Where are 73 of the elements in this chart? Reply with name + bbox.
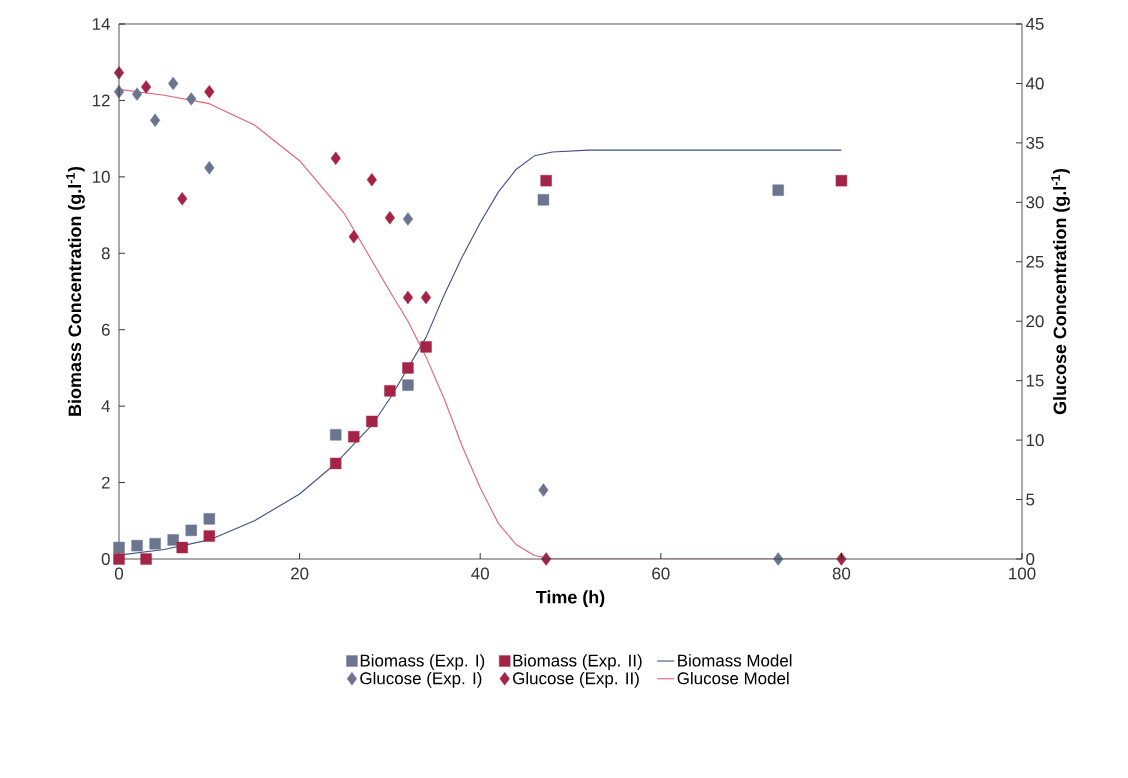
y2-tick-label: 40 bbox=[1025, 77, 1044, 90]
point bbox=[176, 541, 188, 554]
legend-label: Glucose (Exp. II) bbox=[513, 671, 639, 688]
point bbox=[402, 212, 414, 226]
point bbox=[149, 538, 161, 550]
legend-label: Glucose Model bbox=[677, 671, 789, 685]
y2-tick-label: 30 bbox=[1026, 196, 1044, 209]
point bbox=[773, 552, 784, 566]
point bbox=[185, 524, 197, 537]
point bbox=[384, 385, 396, 397]
y2-tick-label: 45 bbox=[1025, 18, 1044, 30]
point bbox=[132, 87, 143, 101]
y2-tick-label: 10 bbox=[1026, 434, 1044, 447]
y2-tick-label: 5 bbox=[1026, 493, 1035, 506]
y-tick-label: 2 bbox=[101, 476, 110, 489]
y2-tick-label: 25 bbox=[1026, 255, 1044, 268]
point bbox=[772, 184, 784, 196]
x-tick-label: 80 bbox=[832, 567, 851, 580]
x-tick-label: 60 bbox=[652, 567, 670, 580]
point bbox=[203, 513, 215, 525]
x-axis-title: Time (h) bbox=[536, 590, 605, 608]
point bbox=[167, 534, 179, 546]
y2-tick-label: 20 bbox=[1026, 315, 1044, 328]
point bbox=[541, 552, 552, 566]
y-tick-label: 14 bbox=[92, 18, 110, 30]
legend-label: Glucose (Exp. I) bbox=[360, 671, 482, 688]
y2-tick-label: 15 bbox=[1026, 374, 1044, 387]
point bbox=[420, 290, 432, 305]
point bbox=[150, 113, 161, 127]
point bbox=[366, 415, 378, 428]
point bbox=[203, 530, 215, 542]
x-tick-label: 0 bbox=[114, 567, 124, 580]
point bbox=[402, 379, 414, 391]
point bbox=[538, 483, 549, 497]
point bbox=[140, 553, 152, 565]
y-tick-label: 12 bbox=[92, 94, 110, 107]
point bbox=[384, 211, 395, 225]
y-tick-label: 4 bbox=[101, 400, 110, 412]
point bbox=[131, 539, 143, 552]
x-tick-label: 20 bbox=[291, 567, 309, 580]
y2-tick-label: 35 bbox=[1026, 136, 1044, 149]
y-tick-label: 8 bbox=[101, 247, 110, 260]
point bbox=[330, 151, 341, 166]
y-tick-label: 0 bbox=[101, 553, 110, 565]
point bbox=[177, 192, 188, 206]
point bbox=[113, 541, 125, 554]
x-tick-label: 100 bbox=[1009, 567, 1036, 580]
legend-label: Biomass (Exp. I) bbox=[360, 654, 485, 670]
point bbox=[540, 175, 552, 187]
point bbox=[141, 80, 152, 94]
point bbox=[402, 362, 414, 374]
point bbox=[186, 92, 197, 106]
y-tick-label: 6 bbox=[101, 323, 110, 336]
point bbox=[330, 457, 342, 470]
point bbox=[402, 290, 414, 305]
point bbox=[366, 173, 377, 187]
point bbox=[168, 76, 179, 91]
point bbox=[348, 431, 360, 443]
y-axis-title: Biomass Concentration (g.l$^{-1}$) bbox=[66, 167, 85, 416]
point bbox=[330, 429, 342, 441]
point bbox=[348, 230, 359, 244]
y-tick-label: 10 bbox=[92, 170, 110, 183]
point bbox=[204, 161, 215, 175]
y2-tick-label: 0 bbox=[1026, 553, 1035, 565]
point bbox=[835, 175, 848, 187]
y2-axis-title: Glucose Concentration (g.l$^{-1}$) bbox=[1051, 168, 1070, 415]
point bbox=[420, 341, 432, 353]
point bbox=[204, 85, 215, 99]
point bbox=[113, 553, 125, 565]
legend-label: Biomass Model bbox=[678, 654, 792, 667]
x-tick-label: 40 bbox=[471, 567, 489, 580]
point bbox=[537, 194, 550, 206]
legend-label: Biomass (Exp. II) bbox=[513, 654, 642, 670]
